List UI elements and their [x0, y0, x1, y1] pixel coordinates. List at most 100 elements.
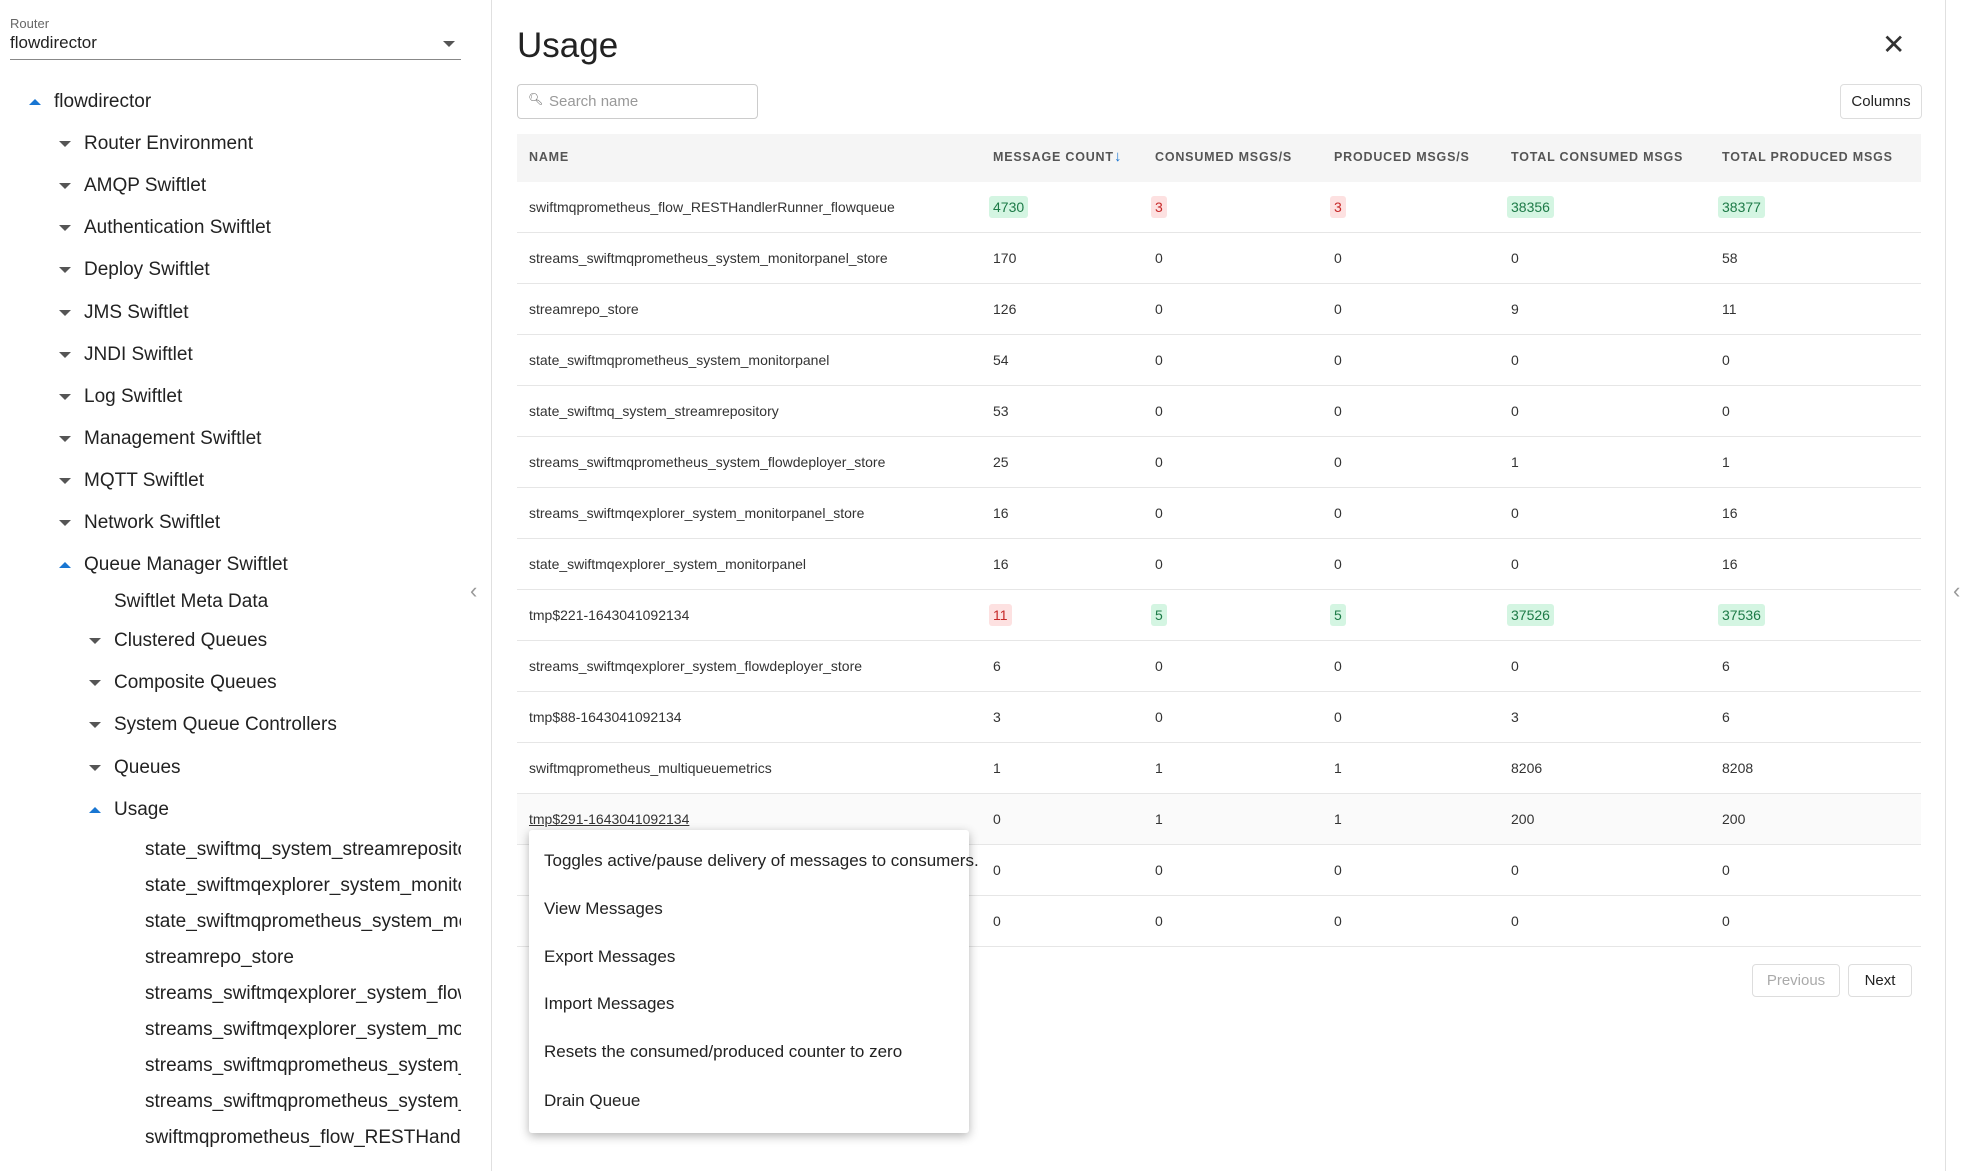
table-cell[interactable]: streams_swiftmqprometheus_system_monitor…	[529, 250, 888, 266]
collapse-icon[interactable]: ‹	[470, 578, 478, 603]
tree-toggle[interactable]	[59, 225, 71, 232]
table-cell: 0	[1155, 913, 1163, 929]
tree-item[interactable]: swiftmqprometheus_flow_RESTHandler	[145, 1127, 461, 1148]
table-cell: 16	[993, 556, 1009, 572]
table-row[interactable]	[517, 335, 1921, 386]
tree-item[interactable]: state_swiftmqprometheus_system_mon	[145, 911, 461, 932]
tree-item[interactable]: flowdirector	[54, 91, 152, 112]
tree-item[interactable]: streamrepo_store	[145, 947, 294, 968]
menu-item[interactable]: Toggles active/pause delivery of message…	[544, 851, 979, 870]
column-header[interactable]: TOTAL CONSUMED MSGS	[1511, 150, 1684, 164]
tree-item[interactable]: System Queue Controllers	[114, 714, 337, 735]
tree-item[interactable]: streams_swiftmqexplorer_system_moni	[145, 1019, 461, 1040]
table-cell: 6	[1722, 658, 1730, 674]
table-row[interactable]	[517, 386, 1921, 437]
table-row[interactable]	[517, 896, 1921, 947]
table-row[interactable]	[517, 692, 1921, 743]
table-cell[interactable]: streams_swiftmqexplorer_system_monitorpa…	[529, 505, 865, 521]
table-cell[interactable]: streams_swiftmqexplorer_system_flowdeplo…	[529, 658, 863, 674]
table-row[interactable]	[517, 641, 1921, 692]
tree-item[interactable]: Clustered Queues	[114, 630, 268, 651]
tree-toggle[interactable]	[59, 477, 71, 484]
tree-item[interactable]: Router Environment	[84, 133, 253, 155]
tree-item[interactable]: Authentication Swiftlet	[84, 217, 271, 239]
tree-item[interactable]: JMS Swiftlet	[84, 301, 189, 323]
tree-item[interactable]: Deploy Swiftlet	[84, 259, 210, 281]
menu-item[interactable]: Drain Queue	[544, 1091, 641, 1110]
tree-toggle[interactable]	[89, 638, 101, 644]
tree-item[interactable]: streams_swiftmqexplorer_system_flowd	[145, 983, 461, 1004]
tree-item[interactable]: Composite Queues	[114, 672, 277, 693]
table-cell: 1	[1722, 454, 1730, 470]
table-row[interactable]	[517, 182, 1921, 233]
menu-item[interactable]: Resets the consumed/produced counter to …	[544, 1042, 903, 1061]
column-header[interactable]: MESSAGE COUNT	[993, 150, 1114, 164]
table-cell: 1	[1155, 811, 1163, 827]
table-row[interactable]	[517, 845, 1921, 896]
tree-toggle[interactable]	[59, 520, 71, 526]
table-cell: 25	[993, 454, 1009, 470]
table-row[interactable]	[517, 437, 1921, 488]
column-header[interactable]: NAME	[529, 150, 570, 164]
tree-item[interactable]: Queue Manager Swiftlet	[84, 554, 288, 576]
table-cell[interactable]: state_swiftmq_system_streamrepository	[529, 403, 779, 419]
table-cell[interactable]: tmp$88-1643041092134	[529, 709, 682, 725]
tree-item[interactable]: streams_swiftmqprometheus_system_fl	[145, 1055, 461, 1076]
tree-toggle[interactable]	[89, 765, 101, 771]
tree-item[interactable]: state_swiftmqexplorer_system_monitorp	[145, 875, 461, 896]
tree-toggle[interactable]	[59, 141, 71, 148]
table-cell[interactable]: streamrepo_store	[529, 301, 639, 317]
tree-toggle[interactable]	[59, 435, 71, 442]
table-row[interactable]	[517, 284, 1921, 335]
menu-item[interactable]: Export Messages	[544, 947, 676, 966]
close-button[interactable]: ✕	[1882, 29, 1906, 60]
tree-item[interactable]: Usage	[114, 799, 169, 820]
tree-item[interactable]: Swiftlet Meta Data	[114, 591, 269, 612]
table-cell[interactable]: swiftmqprometheus_multiqueuemetrics	[529, 760, 772, 776]
previous-button[interactable]: Previous	[1752, 964, 1840, 997]
tree-toggle[interactable]	[59, 309, 71, 316]
menu-item[interactable]: Import Messages	[544, 994, 675, 1013]
tree-item[interactable]: state_swiftmq_system_streamrepository	[145, 839, 461, 860]
router-select[interactable]: flowdirector	[10, 33, 97, 52]
table-cell[interactable]: tmp$221-1643041092134	[529, 607, 690, 623]
tree-item[interactable]: streams_swiftmqprometheus_system_m	[145, 1091, 461, 1112]
table-cell[interactable]: state_swiftmqexplorer_system_monitorpane…	[529, 556, 807, 572]
tree-item[interactable]: AMQP Swiftlet	[84, 175, 207, 197]
table-cell[interactable]: state_swiftmqprometheus_system_monitorpa…	[529, 352, 830, 368]
tree-toggle[interactable]	[59, 393, 71, 400]
table-cell[interactable]: streams_swiftmqprometheus_system_flowdep…	[529, 454, 886, 470]
tree-item[interactable]: Network Swiftlet	[84, 512, 221, 533]
column-header[interactable]: PRODUCED MSGS/S	[1334, 150, 1470, 164]
table-row[interactable]	[517, 743, 1921, 794]
tree-toggle[interactable]	[89, 722, 101, 728]
table-row[interactable]	[517, 539, 1921, 590]
tree-item[interactable]: Log Swiftlet	[84, 385, 183, 407]
tree-item[interactable]: JNDI Swiftlet	[84, 343, 193, 365]
search-box[interactable]: 🔍︎ Search name	[517, 84, 758, 119]
tree-item[interactable]: Queues	[114, 757, 181, 778]
next-button[interactable]: Next	[1848, 964, 1912, 997]
table-row[interactable]	[517, 233, 1921, 284]
tree-toggle[interactable]	[59, 562, 71, 569]
tree-toggle[interactable]	[29, 99, 41, 105]
table-cell: 3	[1151, 196, 1167, 218]
table-cell: 1	[1334, 811, 1342, 827]
table-row[interactable]	[517, 488, 1921, 539]
tree-toggle[interactable]	[89, 807, 101, 813]
table-row[interactable]	[517, 590, 1921, 641]
columns-button[interactable]: Columns	[1840, 84, 1922, 119]
tree-item[interactable]: Management Swiftlet	[84, 427, 262, 449]
column-header[interactable]: CONSUMED MSGS/S	[1155, 150, 1293, 164]
tree-item[interactable]: MQTT Swiftlet	[84, 469, 204, 491]
tree-toggle[interactable]	[59, 267, 71, 274]
expand-icon[interactable]: ‹	[1953, 578, 1961, 603]
tree-toggle[interactable]	[89, 680, 101, 686]
column-header[interactable]: TOTAL PRODUCED MSGS	[1722, 150, 1893, 164]
tree-toggle[interactable]	[59, 183, 71, 190]
menu-item[interactable]: View Messages	[544, 899, 663, 918]
table-cell[interactable]: swiftmqprometheus_flow_RESTHandlerRunner…	[529, 199, 895, 215]
tree-toggle[interactable]	[59, 351, 71, 358]
table-cell[interactable]: tmp$291-1643041092134	[529, 811, 690, 827]
table-cell: 0	[993, 913, 1001, 929]
